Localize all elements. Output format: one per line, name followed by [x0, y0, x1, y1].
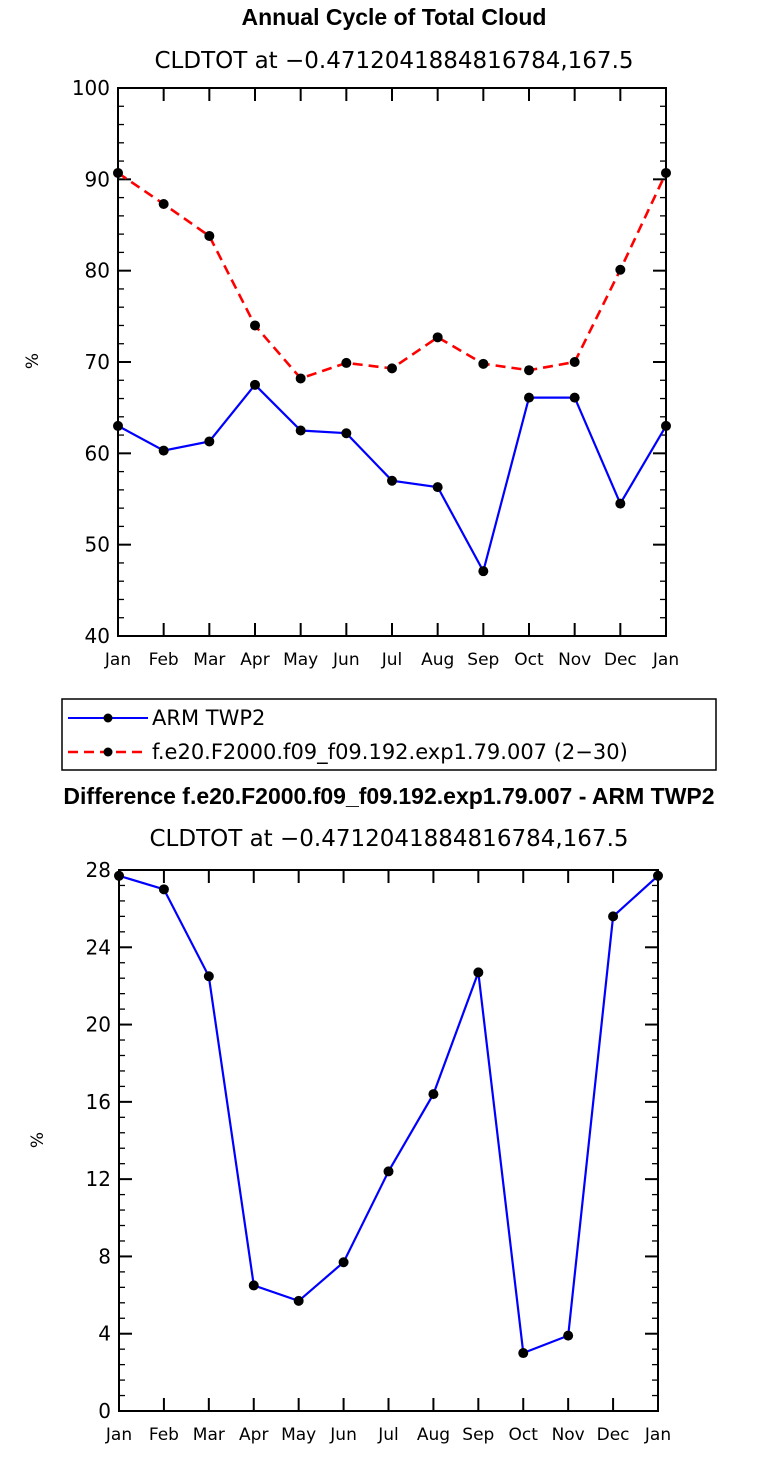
chart-2-series-0-point — [203, 971, 214, 982]
chart-1-xtick-label: Jun — [332, 650, 360, 670]
chart-1-xtick-label: Feb — [149, 650, 179, 670]
chart-2-xtick-label: Jan — [105, 1425, 132, 1445]
chart-1-xtick-label: Dec — [604, 650, 637, 670]
chart-1-xtick-label: Sep — [467, 650, 499, 670]
chart-2-axes: 0 4 8 12 16 20 24 28 Jan Feb Mar Apr May Jun Jul Aug Sep… — [86, 858, 672, 1445]
chart-2-xtick-label: May — [281, 1425, 316, 1445]
chart-1-series-0-point — [295, 425, 306, 436]
chart-1-series-0-point — [615, 498, 626, 509]
chart-2-series-0-point — [383, 1166, 394, 1177]
chart-2-series-0-point — [158, 884, 169, 895]
chart-2-series-0-point — [608, 911, 619, 922]
legend-label-model: f.e20.F2000.f09_f09.192.exp1.79.007 (2−3… — [152, 740, 628, 765]
chart-2-series-line-0 — [118, 874, 659, 1355]
chart-1-series-1-point — [569, 357, 580, 367]
chart-1-series-1-point — [524, 365, 534, 376]
chart-2-xtick-label: Nov — [552, 1425, 585, 1445]
chart-1-ytick-label: 60 — [85, 441, 110, 465]
chart-1-series-1-point — [387, 363, 397, 374]
chart-2-series-0-point — [563, 1330, 574, 1341]
chart-1-xtick-label: Mar — [193, 650, 225, 670]
chart-1-axes: 40 50 60 70 80 90 100 Jan Feb Mar Apr May Jun Jul Aug S… — [72, 76, 679, 670]
chart-2-xtick-label: Feb — [149, 1425, 179, 1445]
chart-1-xtick-label: Jul — [381, 650, 403, 670]
chart-1-series-1-point — [158, 198, 169, 209]
chart-2-ytick-label: 4 — [98, 1322, 111, 1346]
chart-2-series-0-point — [293, 1295, 304, 1306]
chart-1-ytick-label: 90 — [85, 167, 110, 191]
chart-2-xtick-label: Jun — [329, 1425, 357, 1445]
chart-2-series-0-point — [428, 1089, 439, 1100]
chart-2-series — [114, 870, 663, 1359]
chart-1-ytick-label: 80 — [85, 259, 110, 283]
chart-1-ytick-label: 40 — [85, 624, 110, 648]
chart-1-xtick-label: Jan — [104, 650, 131, 670]
difference-chart: Difference f.e20.F2000.f09_f09.192.exp1.… — [28, 783, 715, 1445]
chart-1-series-0-point — [158, 445, 169, 456]
chart-2-subtitle: CLDTOT at −0.4712041884816784,167.5 — [149, 826, 628, 852]
chart-2-ytick-label: 0 — [98, 1399, 111, 1423]
chart-2-xtick-label: Jul — [377, 1425, 399, 1445]
chart-1-series-1-point — [478, 358, 489, 369]
chart-2-xtick-label: Jan — [644, 1425, 671, 1445]
chart-2-ytick-label: 8 — [98, 1244, 111, 1268]
chart-1-ytick-label: 100 — [72, 76, 110, 100]
chart-1-series-0-point — [524, 392, 534, 403]
chart-1-series-1-point — [341, 357, 352, 368]
chart-2-series-0-point — [338, 1257, 349, 1268]
chart-1-xtick-label: Oct — [514, 650, 544, 670]
chart-1-series-1-point — [615, 264, 626, 275]
chart-1-series-1-point — [204, 230, 215, 241]
chart-2-series-0-point — [473, 967, 484, 978]
legend-box — [61, 698, 717, 771]
legend-marker-model — [103, 747, 113, 757]
chart-1-frame — [117, 87, 667, 637]
chart-1-ytick-label: 50 — [85, 533, 110, 557]
chart-1-xtick-label: Aug — [421, 650, 454, 670]
chart-1-series-0-point — [387, 475, 397, 486]
chart-2-xtick-label: Aug — [417, 1425, 450, 1445]
chart-1-series-0-point — [250, 379, 260, 390]
chart-2-ytick-label: 20 — [86, 1013, 111, 1037]
chart-1-xtick-label: Nov — [558, 650, 591, 670]
chart-2-title: Difference f.e20.F2000.f09_f09.192.exp1.… — [63, 783, 714, 809]
chart-1-series-1-point — [250, 320, 260, 331]
chart-2-ytick-label: 16 — [86, 1090, 111, 1114]
chart-1-ytick-label: 70 — [85, 350, 110, 374]
chart-1-series-line-1 — [117, 171, 668, 380]
chart-2-xtick-label: Sep — [462, 1425, 494, 1445]
legend-label-arm: ARM TWP2 — [152, 706, 265, 730]
chart-1-series-0-point — [478, 566, 489, 577]
chart-1-series-0-point — [569, 392, 580, 403]
chart-1-title: Annual Cycle of Total Cloud — [242, 4, 547, 30]
chart-2-xtick-label: Dec — [597, 1425, 630, 1445]
annual-cycle-chart: Annual Cycle of Total Cloud CLDTOT at −0… — [23, 4, 717, 771]
chart-1-legend: ARM TWP2 f.e20.F2000.f09_f09.192.exp1.79… — [61, 698, 717, 771]
chart-1-series-1-point — [295, 373, 306, 384]
chart-1-series-0-point — [204, 436, 215, 447]
chart-1-xtick-label: May — [283, 650, 318, 670]
chart-1-series-1-point — [432, 332, 443, 343]
chart-1-subtitle: CLDTOT at −0.4712041884816784,167.5 — [154, 48, 633, 74]
chart-2-xtick-label: Apr — [239, 1425, 268, 1445]
chart-2-xtick-label: Mar — [193, 1425, 225, 1445]
chart-2-ylabel: % — [28, 1132, 48, 1148]
chart-1-ylabel: % — [23, 353, 43, 369]
chart-2-ytick-label: 12 — [86, 1167, 111, 1191]
chart-2-series-0-point — [518, 1348, 529, 1359]
chart-1-series — [113, 167, 671, 577]
chart-1-series-0-point — [341, 428, 352, 439]
legend-marker-arm — [103, 713, 113, 723]
chart-1-series-0-point — [432, 482, 443, 493]
chart-2-ytick-label: 28 — [86, 858, 111, 882]
chart-2-series-0-point — [248, 1280, 259, 1291]
chart-2-xtick-label: Oct — [509, 1425, 539, 1445]
chart-1-xtick-label: Apr — [240, 650, 269, 670]
chart-2-ytick-label: 24 — [86, 935, 111, 959]
chart-1-xtick-label: Jan — [652, 650, 679, 670]
chart-2-frame — [118, 869, 659, 1412]
